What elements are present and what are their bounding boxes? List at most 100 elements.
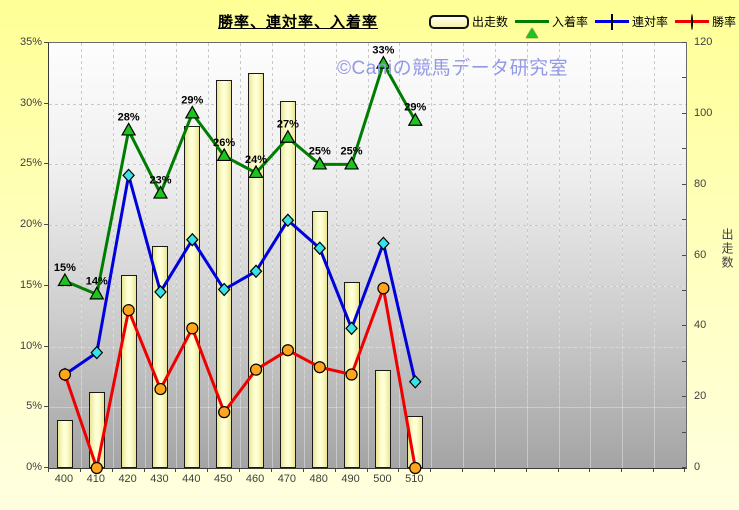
diamond-marker: [122, 168, 135, 183]
y-axis-right-tick: [682, 289, 686, 291]
y-axis-right-tick: [682, 467, 686, 468]
x-axis-tick: [462, 469, 464, 472]
y-axis-left-tick: [44, 102, 48, 104]
circle-marker: [249, 363, 263, 376]
x-axis-label: 450: [213, 473, 233, 485]
y-axis-right-tick: [682, 325, 686, 327]
gridline-vertical: [654, 43, 656, 468]
gridline-vertical: [590, 43, 592, 468]
x-axis-tick: [557, 469, 559, 472]
bar: [311, 211, 328, 468]
diamond-marker: [249, 264, 263, 279]
y-axis-left-tick: [44, 406, 48, 408]
x-axis-label: 510: [405, 473, 424, 485]
x-axis-label: 400: [54, 473, 74, 485]
circle-marker: [313, 361, 326, 374]
circle-marker: [377, 282, 390, 295]
triangle-marker: [89, 286, 105, 300]
y-axis-left-label: 10%: [19, 339, 42, 352]
y-axis-right-tick: [682, 112, 686, 114]
y-axis-left-label: 15%: [19, 278, 42, 291]
diamond-marker: [377, 236, 390, 251]
y-axis-left-label: 20%: [19, 218, 42, 231]
circle-marker: [186, 322, 199, 335]
diamond-marker: [217, 282, 231, 297]
y-axis-left-tick: [44, 42, 48, 43]
circle-marker: [218, 406, 231, 419]
gridline-vertical: [494, 43, 496, 468]
x-axis-tick: [589, 469, 591, 472]
triangle-marker: [312, 156, 328, 170]
y-axis-right-label: 20: [694, 390, 707, 403]
x-axis-tick: [684, 469, 685, 472]
gridline-vertical: [176, 43, 178, 468]
gridline-vertical: [271, 43, 273, 468]
y-axis-left-label: 25%: [19, 157, 42, 170]
y-axis-right-label: 80: [694, 177, 707, 190]
x-axis-label: 470: [277, 473, 297, 485]
y-axis-right-label: 100: [694, 106, 713, 119]
legend: 出走数 入着率 連対率 勝率: [428, 13, 736, 38]
y-axis-right-tick: [682, 42, 686, 43]
point-label: 29%: [181, 94, 203, 106]
x-axis-label: 430: [150, 473, 169, 485]
y-axis-right-tick: [682, 183, 686, 185]
y-axis-right-label: 40: [694, 319, 707, 332]
triangle-marker: [375, 55, 391, 69]
y-axis-right-label: 60: [694, 248, 707, 261]
circle-marker: [58, 368, 72, 381]
x-axis-tick: [621, 469, 623, 472]
circle-marker: [281, 344, 294, 357]
legend-label-win-rate: 勝率: [711, 15, 736, 29]
triangle-marker: [152, 185, 169, 199]
bar: [152, 246, 169, 468]
x-axis-label: 420: [118, 473, 137, 485]
triangle-marker: [344, 156, 360, 170]
bar: [279, 101, 296, 468]
diamond-marker: [186, 232, 199, 247]
gridline-vertical: [558, 43, 560, 468]
gridline-vertical: [622, 43, 624, 468]
diamond-marker: [345, 321, 358, 336]
y-axis-right-tick: [682, 431, 686, 433]
y-axis-right-tick: [682, 219, 686, 221]
diamond-marker: [313, 241, 327, 256]
line-入着率: [64, 62, 417, 296]
diamond-marker-icon: [594, 13, 629, 30]
gridline-vertical: [526, 43, 528, 468]
circle-marker: [154, 382, 167, 396]
x-axis-tick: [653, 469, 655, 472]
circle-marker: [90, 461, 103, 475]
gridline-vertical: [431, 43, 433, 468]
x-axis-tick: [430, 469, 432, 472]
y-axis-right-tick: [682, 254, 686, 256]
x-axis-tick: [525, 469, 527, 472]
x-axis-label: 480: [309, 473, 328, 485]
y-axis-right-tick: [682, 396, 686, 398]
y-axis-left-tick: [44, 163, 48, 165]
bar: [184, 126, 201, 468]
gridline-vertical: [80, 43, 82, 468]
point-label: 29%: [404, 102, 426, 114]
bar: [56, 419, 73, 468]
x-axis-tick: [302, 469, 304, 472]
legend-label-bars: 出走数: [471, 15, 508, 29]
triangle-marker: [248, 164, 264, 179]
y-axis-right-tick: [682, 77, 686, 79]
line-series-layer: 15% 14% 28% 23% 29% 26% 24% 27% 25% 25% 33% 29%: [54, 45, 426, 475]
x-axis-tick: [111, 469, 113, 472]
legend-item-place-rate: 入着率: [514, 13, 588, 38]
y-axis-left-tick: [44, 345, 48, 347]
point-label: 24%: [245, 154, 267, 166]
point-label: 26%: [213, 137, 235, 149]
point-label: 27%: [277, 119, 299, 131]
x-axis-tick: [398, 469, 400, 472]
point-label: 15%: [54, 262, 76, 274]
line-勝率: [63, 286, 417, 470]
circle-marker: [345, 368, 358, 381]
x-axis-tick: [79, 469, 81, 472]
gridline-vertical: [463, 43, 465, 468]
triangle-marker: [57, 272, 73, 287]
triangle-marker: [280, 129, 296, 143]
x-axis-tick: [207, 469, 209, 472]
